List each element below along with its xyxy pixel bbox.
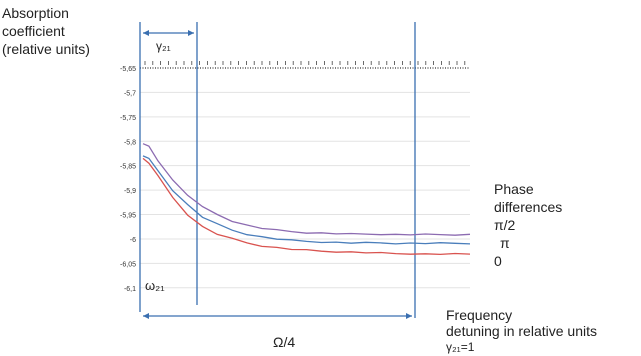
series-line-pi-half (142, 143, 471, 236)
y-tick-label: -6,05 (120, 261, 136, 268)
omega4-arrow-head-left (143, 313, 149, 319)
y-tick-label: -5,65 (120, 66, 136, 73)
legend: Phase differences π/2 π 0 (494, 180, 562, 270)
y-axis-label-line-3: (relative units) (2, 41, 90, 57)
y-axis-label-line-2: coefficient (2, 23, 65, 39)
gamma-annotation: γ₂₁ (156, 39, 171, 53)
x-axis-label: Frequency detuning in relative units γ₂₁… (446, 307, 597, 355)
y-tick-label: -6,1 (124, 286, 136, 293)
y-tick-label: -5,85 (120, 164, 136, 171)
omega-over-4-annotation: Ω/4 (273, 334, 296, 350)
series-line-pi (142, 155, 471, 245)
legend-entry-zero: 0 (494, 253, 502, 269)
y-tick-label: -5,8 (124, 139, 136, 146)
legend-title-line-2: differences (494, 199, 563, 215)
gamma-arrow-head-right (188, 30, 194, 36)
y-tick-label: -5,75 (120, 115, 136, 122)
x-axis-label-line-3: γ₂₁=1 (446, 340, 475, 354)
legend-entry-pi: π (500, 235, 510, 251)
y-tick-label: -5,7 (124, 90, 136, 97)
omega4-arrow-head-right (406, 313, 412, 319)
y-tick-label: -6 (130, 237, 136, 244)
y-tick-label: -5,9 (124, 188, 136, 195)
legend-title-line-1: Phase (494, 181, 534, 197)
x-axis-label-line-2: detuning in relative units (446, 323, 597, 339)
y-tick-label: -5,95 (120, 213, 136, 220)
x-axis-label-line-1: Frequency (446, 307, 513, 323)
y-axis-label-line-1: Absorption (2, 5, 69, 21)
y-axis-label: Absorption coefficient (relative units) (2, 4, 137, 58)
gamma-arrow-head-left (143, 30, 149, 36)
omega-annotation: ω₂₁ (145, 278, 165, 293)
legend-entry-pi-half: π/2 (494, 217, 516, 233)
series-line-zero (142, 157, 471, 256)
